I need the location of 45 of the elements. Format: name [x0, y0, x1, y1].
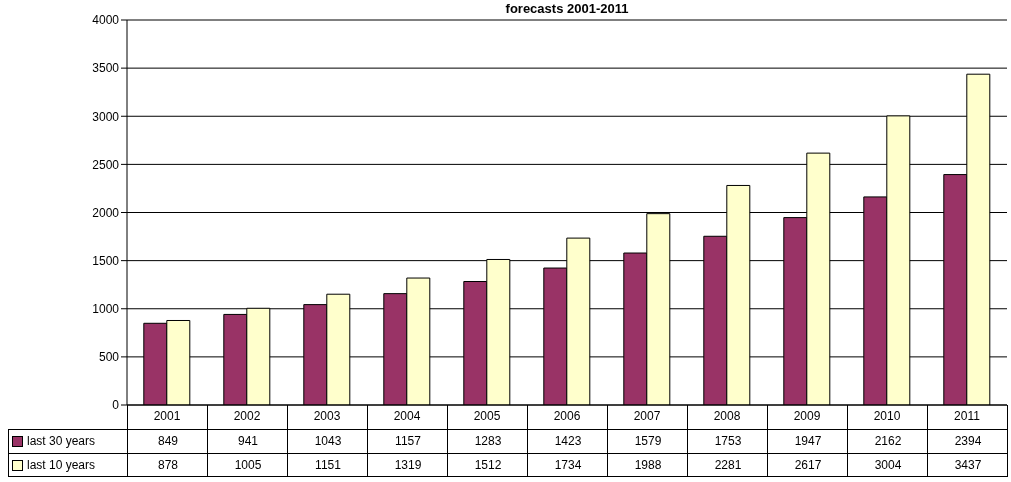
data-label: 1283 — [473, 434, 503, 448]
y-tick-label: 0 — [112, 398, 120, 413]
x-tick-label: 2001 — [153, 408, 181, 423]
data-label: 1157 — [394, 434, 422, 448]
data-label: 878 — [157, 458, 179, 472]
data-label: 1005 — [233, 458, 263, 472]
y-tick-label: 4000 — [92, 13, 120, 28]
x-tick-label: 2005 — [473, 408, 501, 423]
y-tick-label: 3000 — [92, 109, 120, 124]
y-tick-label: 3500 — [92, 61, 120, 76]
x-tick-label: 2008 — [713, 408, 741, 423]
legend-label: last 10 years — [27, 458, 96, 472]
data-label: 3004 — [873, 458, 903, 472]
x-tick-label: 2002 — [233, 408, 261, 423]
data-label: 1734 — [553, 458, 583, 472]
data-label: 1423 — [553, 434, 583, 448]
data-label: 1988 — [633, 458, 663, 472]
data-label: 2162 — [873, 434, 903, 448]
y-tick-label: 500 — [98, 350, 120, 365]
data-label: 3437 — [953, 458, 983, 472]
data-label: 1947 — [793, 434, 823, 448]
x-tick-label: 2007 — [633, 408, 661, 423]
x-tick-label: 2004 — [393, 408, 421, 423]
data-label: 1579 — [633, 434, 663, 448]
legend-label: last 30 years — [27, 434, 96, 448]
data-label: 2617 — [793, 458, 823, 472]
data-label: 1512 — [473, 458, 503, 472]
data-label: 849 — [157, 434, 179, 448]
x-tick-label: 2011 — [954, 408, 981, 423]
data-label: 1753 — [713, 434, 743, 448]
y-tick-label: 1500 — [92, 253, 120, 268]
x-tick-label: 2006 — [553, 408, 581, 423]
x-tick-label: 2003 — [313, 408, 341, 423]
y-tick-label: 2500 — [92, 157, 120, 172]
data-label: 1319 — [393, 458, 423, 472]
y-tick-label: 2000 — [92, 205, 120, 220]
data-label: 2281 — [713, 458, 743, 472]
x-tick-label: 2009 — [793, 408, 821, 423]
y-tick-label: 1000 — [92, 302, 120, 317]
x-tick-label: 2010 — [873, 408, 901, 423]
data-label: 2394 — [953, 434, 983, 448]
data-label: 1043 — [313, 434, 343, 448]
chart-title: forecasts 2001-2011 — [504, 1, 630, 16]
data-label: 1151 — [314, 458, 342, 472]
data-label: 941 — [237, 434, 259, 448]
